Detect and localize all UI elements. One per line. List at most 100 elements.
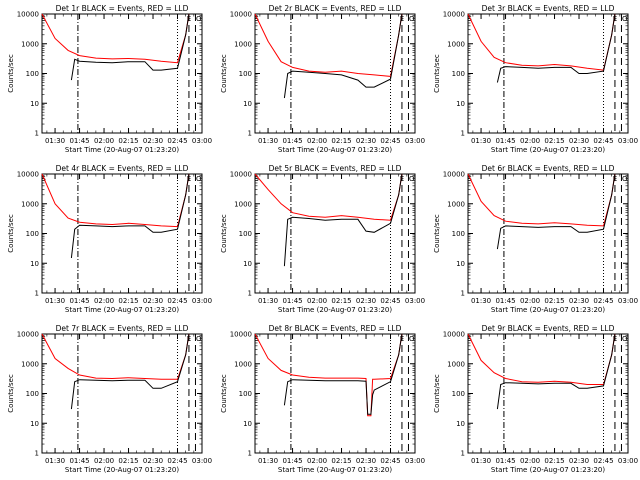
chart-panel-1: Det 1r BLACK = Events, RED = LLD 1 10 100 10…: [7, 4, 212, 154]
x-axis-label: Start Time (20-Aug-07 01:23:20): [491, 466, 605, 474]
x-tick-label: 02:30: [143, 297, 163, 305]
y-axis-label: Counts/sec: [220, 374, 228, 413]
y-tick-label: 1: [461, 290, 465, 298]
chart-title: Det 4r BLACK = Events, RED = LLD: [56, 164, 189, 173]
y-axis-label: Counts/sec: [433, 214, 441, 253]
x-tick-label: 03:00: [618, 297, 638, 305]
chart-panel-5: Det 5r BLACK = Events, RED = LLD 1 10 100 10…: [220, 164, 425, 314]
event-marker-label: O: [409, 335, 415, 343]
chart-title: Det 8r BLACK = Events, RED = LLD: [269, 324, 402, 333]
x-tick-label: 01:30: [471, 457, 491, 465]
y-axis-label: Counts/sec: [220, 214, 228, 253]
y-tick-label: 10000: [17, 171, 39, 179]
y-axis-label: Counts/sec: [433, 374, 441, 413]
x-tick-label: 01:45: [282, 137, 302, 145]
y-tick-label: 10: [243, 100, 252, 108]
x-tick-label: 02:15: [118, 137, 138, 145]
x-tick-label: 02:00: [94, 137, 114, 145]
y-tick-label: 1000: [447, 40, 465, 48]
x-tick-label: 03:00: [192, 137, 212, 145]
x-tick-label: 01:45: [495, 297, 515, 305]
y-tick-label: 10: [30, 100, 39, 108]
x-tick-label: 01:30: [45, 297, 65, 305]
lld-rate-line: [467, 333, 616, 385]
x-tick-label: 01:45: [69, 457, 89, 465]
y-axis-label: Counts/sec: [7, 214, 15, 253]
x-tick-label: 03:00: [192, 457, 212, 465]
event-marker-label: E: [613, 335, 617, 343]
y-tick-label: 1000: [234, 200, 252, 208]
x-tick-label: 01:30: [258, 137, 278, 145]
event-marker-label: O: [409, 175, 415, 183]
event-marker-label: O: [196, 335, 202, 343]
y-axis-label: Counts/sec: [7, 374, 15, 413]
x-tick-label: 01:45: [282, 457, 302, 465]
event-marker-label: O: [409, 15, 415, 23]
x-tick-label: 03:00: [618, 137, 638, 145]
x-tick-label: 02:45: [380, 297, 400, 305]
x-tick-label: 02:00: [307, 137, 327, 145]
x-tick-label: 02:45: [167, 457, 187, 465]
x-tick-label: 02:30: [569, 137, 589, 145]
chart-panel-7: Det 7r BLACK = Events, RED = LLD 1 10 100 10…: [7, 324, 212, 474]
y-tick-label: 1000: [21, 40, 39, 48]
y-tick-label: 10: [456, 260, 465, 268]
x-tick-label: 03:00: [192, 297, 212, 305]
event-marker-label: O: [622, 335, 628, 343]
lld-rate-line: [254, 173, 403, 221]
x-tick-label: 02:45: [593, 457, 613, 465]
event-marker-label: E: [400, 175, 404, 183]
plot-frame: [467, 173, 629, 294]
event-marker-label: O: [622, 175, 628, 183]
y-tick-label: 100: [26, 230, 39, 238]
event-marker-label: E: [400, 335, 404, 343]
y-tick-label: 10: [243, 260, 252, 268]
y-tick-label: 10: [456, 420, 465, 428]
chart-title: Det 5r BLACK = Events, RED = LLD: [269, 164, 402, 173]
x-tick-label: 02:00: [307, 457, 327, 465]
y-tick-label: 100: [239, 70, 252, 78]
x-tick-label: 02:30: [356, 137, 376, 145]
y-tick-label: 10: [243, 420, 252, 428]
x-tick-label: 02:30: [569, 297, 589, 305]
event-marker-label: E: [187, 175, 191, 183]
events-rate-line: [70, 333, 190, 410]
lld-rate-line: [41, 333, 190, 380]
x-tick-label: 02:00: [94, 297, 114, 305]
y-axis-label: Counts/sec: [433, 54, 441, 93]
event-marker-label: S: [254, 175, 259, 183]
x-tick-label: 01:45: [69, 297, 89, 305]
y-tick-label: 10000: [443, 331, 465, 339]
x-tick-label: 02:45: [380, 457, 400, 465]
y-tick-label: 10: [30, 260, 39, 268]
event-marker-label: S: [254, 335, 259, 343]
event-marker-label: S: [467, 335, 472, 343]
chart-title: Det 6r BLACK = Events, RED = LLD: [482, 164, 615, 173]
event-marker-label: O: [196, 15, 202, 23]
y-tick-label: 10000: [230, 171, 252, 179]
y-tick-label: 10000: [443, 171, 465, 179]
x-tick-label: 01:45: [495, 137, 515, 145]
chart-title: Det 2r BLACK = Events, RED = LLD: [269, 4, 402, 13]
y-tick-label: 100: [452, 390, 465, 398]
y-tick-label: 10000: [443, 11, 465, 19]
y-tick-label: 1000: [21, 200, 39, 208]
y-tick-label: 100: [26, 70, 39, 78]
events-rate-line: [496, 13, 616, 83]
x-tick-label: 02:30: [356, 297, 376, 305]
x-tick-label: 01:45: [69, 137, 89, 145]
x-tick-label: 02:45: [593, 137, 613, 145]
x-tick-label: 01:30: [471, 137, 491, 145]
events-rate-line: [70, 13, 190, 81]
x-tick-label: 02:15: [544, 457, 564, 465]
lld-rate-line: [467, 13, 616, 71]
x-tick-label: 02:30: [569, 457, 589, 465]
event-marker-label: O: [622, 15, 628, 23]
events-rate-line: [70, 173, 190, 259]
lld-rate-line: [254, 333, 403, 417]
x-tick-label: 01:30: [258, 457, 278, 465]
x-tick-label: 02:30: [356, 457, 376, 465]
y-tick-label: 10000: [17, 331, 39, 339]
chart-panel-9: Det 9r BLACK = Events, RED = LLD 1 10 100 10…: [433, 324, 638, 474]
y-axis-label: Counts/sec: [220, 54, 228, 93]
